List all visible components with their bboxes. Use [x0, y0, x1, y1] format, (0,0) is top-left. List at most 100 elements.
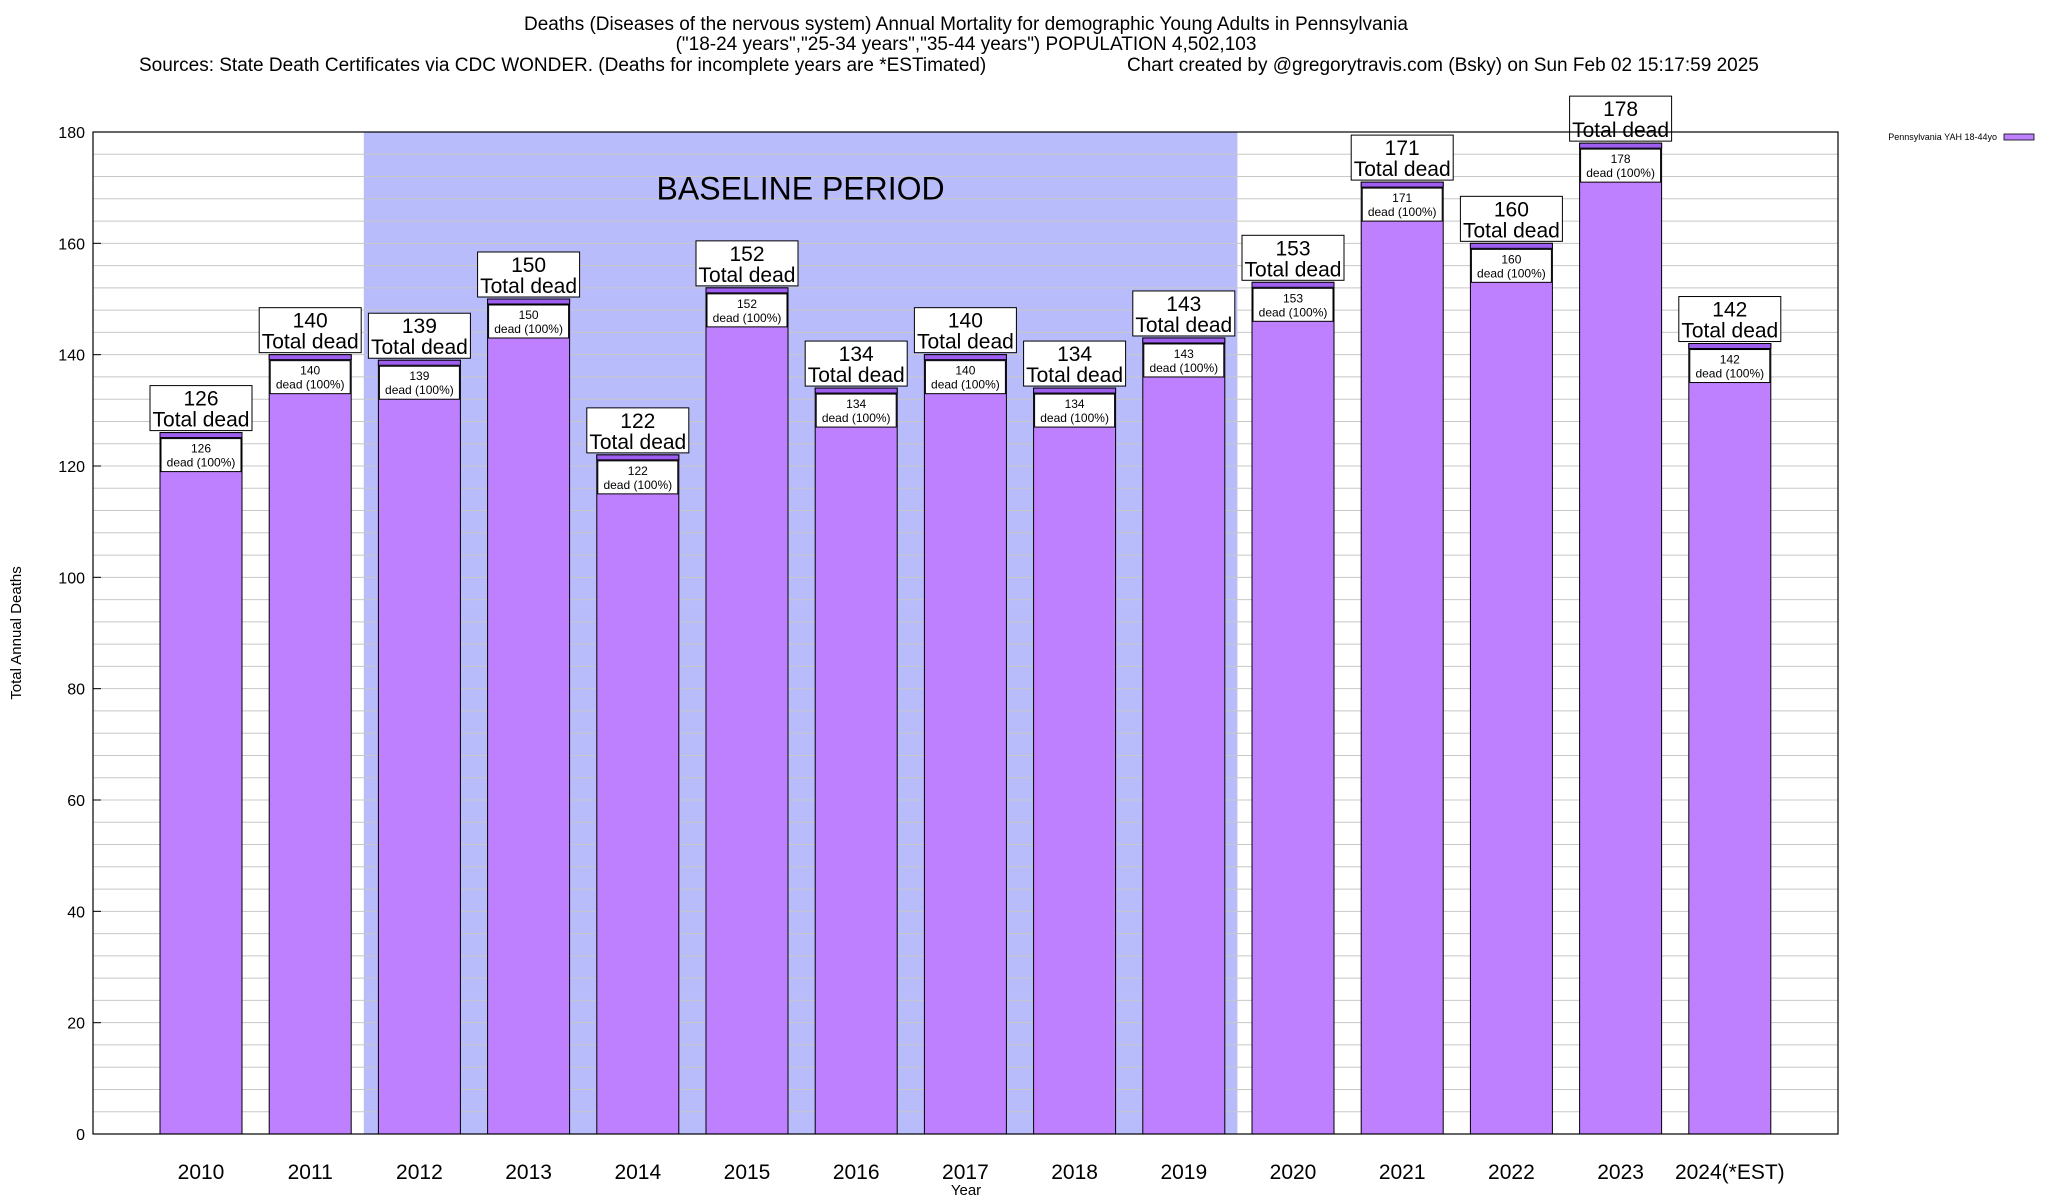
inner-value-label: 178: [1611, 152, 1631, 166]
total-dead-label: Total dead: [480, 275, 577, 298]
total-value-label: 140: [948, 310, 983, 333]
total-label-box: [149, 385, 253, 432]
inner-label-box: [160, 438, 242, 473]
total-dead-label: Total dead: [917, 331, 1014, 354]
bar-cap: [705, 287, 789, 294]
inner-label-box: [706, 293, 788, 328]
bar-2012: [377, 359, 461, 1135]
y-tick-label: 0: [76, 1127, 85, 1144]
total-label-box: [1569, 95, 1673, 142]
inner-percent-label: dead (100%): [1259, 305, 1328, 319]
y-tick-label: 180: [58, 125, 85, 142]
inner-label-box: [815, 393, 897, 428]
inner-label-box: [488, 304, 570, 339]
total-label-box: [258, 307, 362, 354]
bar-cap: [596, 454, 680, 461]
y-axis-ticks: 0 20 40 60 80 100 120 140 160 180: [58, 125, 101, 1144]
inner-label-box: [1143, 343, 1225, 378]
total-value-label: 171: [1385, 137, 1420, 160]
chart-title: Deaths (Diseases of the nervous system) …: [139, 14, 1759, 76]
inner-value-label: 140: [955, 364, 975, 378]
inner-value-label: 140: [300, 364, 320, 378]
total-value-label: 178: [1603, 98, 1638, 121]
y-tick-label: 120: [58, 459, 85, 476]
inner-value-label: 160: [1501, 252, 1521, 266]
bar-cap: [923, 354, 1007, 361]
title-line-3: Sources: State Death Certificates via CD…: [139, 55, 986, 76]
y-tick-label: 160: [58, 236, 85, 253]
inner-value-label: 171: [1392, 191, 1412, 205]
bar-2018: [1033, 387, 1117, 1135]
y-axis-title: Total Annual Deaths: [8, 566, 25, 699]
plot-frame: [92, 131, 1839, 1135]
bar-cap: [1688, 343, 1772, 350]
bar-2014: [596, 454, 680, 1135]
total-dead-label: Total dead: [1572, 119, 1669, 142]
total-label-box: [695, 240, 799, 287]
bar-2013: [487, 298, 571, 1135]
legend-label: Pennsylvania YAH 18-44yo: [1888, 132, 1997, 142]
inner-label-box: [269, 360, 351, 395]
x-category-label: 2012: [396, 1161, 443, 1184]
inner-value-label: 150: [519, 308, 539, 322]
inner-value-label: 152: [737, 297, 757, 311]
total-value-label: 134: [839, 343, 874, 366]
bar-cap: [268, 354, 352, 361]
total-dead-label: Total dead: [262, 331, 359, 354]
inner-percent-label: dead (100%): [1040, 411, 1109, 425]
x-category-label: 2015: [724, 1161, 771, 1184]
inner-label-box: [1361, 187, 1443, 222]
inner-value-label: 143: [1174, 347, 1194, 361]
total-dead-label: Total dead: [371, 336, 468, 359]
total-label-box: [477, 251, 581, 298]
total-dead-label: Total dead: [1354, 158, 1451, 181]
y-tick-label: 100: [58, 570, 85, 587]
bar-cap: [1142, 337, 1226, 344]
total-value-label: 140: [293, 310, 328, 333]
inner-value-label: 134: [1065, 397, 1085, 411]
bar-2015: [705, 287, 789, 1135]
inner-percent-label: dead (100%): [931, 378, 1000, 392]
bar-2024(*EST): [1688, 343, 1772, 1135]
total-label-box: [1459, 195, 1563, 242]
bar-cap: [1251, 281, 1335, 288]
bar-cap: [814, 387, 898, 394]
x-category-label: 2014: [614, 1161, 661, 1184]
x-category-label: 2010: [178, 1161, 225, 1184]
y-tick-label: 20: [67, 1016, 85, 1033]
inner-percent-label: dead (100%): [1149, 361, 1218, 375]
inner-value-label: 142: [1720, 353, 1740, 367]
total-value-label: 150: [511, 254, 546, 277]
total-dead-label: Total dead: [1245, 258, 1342, 281]
bar-cap: [1033, 387, 1117, 394]
inner-percent-label: dead (100%): [822, 411, 891, 425]
total-label-box: [913, 307, 1017, 354]
inner-label-box: [1689, 349, 1771, 384]
x-category-label: 2024(*EST): [1675, 1161, 1785, 1184]
bar-2021: [1360, 181, 1444, 1135]
bar-2022: [1469, 242, 1553, 1135]
total-value-label: 122: [620, 410, 655, 433]
bar-2011: [268, 354, 352, 1135]
total-label-box: [367, 312, 471, 359]
bar-2023: [1579, 142, 1663, 1135]
inner-label-box: [1252, 287, 1334, 322]
total-label-box: [1023, 340, 1127, 387]
title-line-2: ("18-24 years","25-34 years","35-44 year…: [676, 34, 1257, 55]
total-value-label: 126: [183, 388, 218, 411]
x-axis-categories: 2010 2011 2012 2013 2014 2015 2016 2017 2018 2019…: [178, 1161, 1785, 1184]
y-tick-label: 80: [67, 682, 85, 699]
bar-cap: [159, 432, 243, 439]
bar-2010: [159, 432, 243, 1135]
total-dead-label: Total dead: [808, 364, 905, 387]
total-value-label: 143: [1166, 293, 1201, 316]
x-axis-title: Year: [951, 1182, 981, 1199]
inner-percent-label: dead (100%): [1477, 266, 1546, 280]
bar-cap: [487, 298, 571, 305]
inner-percent-label: dead (100%): [713, 311, 782, 325]
bar-cap: [1579, 142, 1663, 149]
inner-label-box: [1470, 248, 1552, 283]
x-category-label: 2013: [505, 1161, 552, 1184]
bar-2019: [1142, 337, 1226, 1135]
